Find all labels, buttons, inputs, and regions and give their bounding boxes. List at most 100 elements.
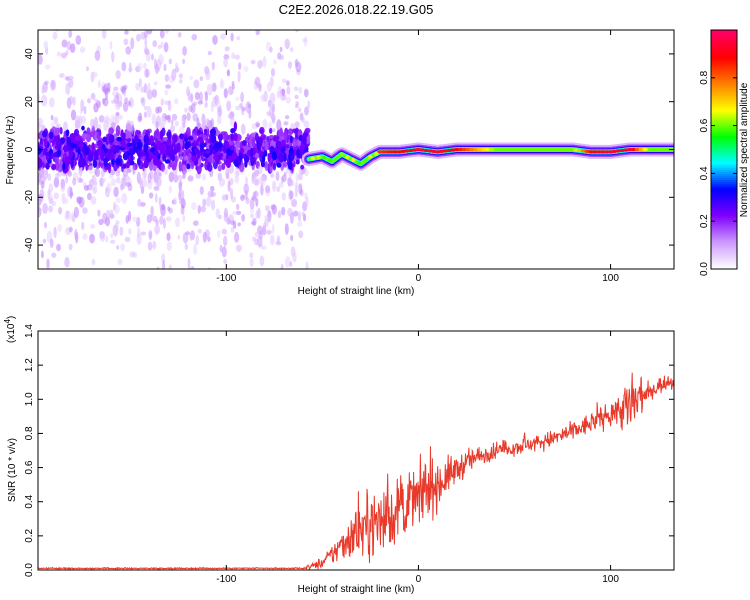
noise-cell (259, 255, 265, 267)
noise-cell (161, 118, 167, 125)
noise-cell (92, 177, 98, 189)
noise-cell (61, 39, 68, 48)
noise-cell (179, 155, 183, 161)
noise-cell (270, 68, 276, 77)
colorbar-step (711, 87, 737, 91)
noise-cell (65, 176, 69, 184)
noise-cell (207, 236, 211, 242)
colorbar-step (711, 59, 737, 63)
colorbar-step (711, 77, 737, 81)
noise-cell (110, 178, 117, 187)
noise-cell (126, 120, 132, 132)
noise-cell (117, 176, 121, 184)
colorbar-step (711, 187, 737, 190)
noise-cell (266, 229, 272, 235)
noise-core-cell (172, 134, 178, 143)
noise-core-cell (119, 140, 126, 145)
noise-cell (87, 192, 92, 201)
noise-core-cell (153, 150, 159, 156)
noise-cell (171, 68, 177, 81)
y-tick-label: 40 (24, 48, 35, 60)
noise-cell (53, 192, 59, 200)
noise-cell (241, 105, 245, 116)
noise-core-cell (55, 136, 60, 146)
noise-cell (221, 163, 226, 170)
noise-cell (73, 206, 79, 219)
colorbar-step (711, 73, 737, 77)
y-tick-label: 0.6 (24, 460, 35, 474)
noise-cell (156, 67, 160, 72)
noise-cell (89, 233, 95, 244)
snr-x-axis-label: Height of straight line (km) (298, 584, 415, 595)
colorbar-step (711, 245, 737, 248)
colorbar-step (711, 139, 737, 143)
noise-cell (217, 164, 222, 172)
noise-cell (125, 215, 129, 224)
noise-core-cell (161, 143, 168, 153)
noise-cell (200, 205, 207, 213)
noise-cell (59, 127, 63, 135)
noise-cell (110, 233, 114, 239)
noise-cell (75, 35, 82, 45)
noise-cell (121, 61, 127, 72)
noise-cell (201, 173, 207, 181)
noise-cell (163, 42, 169, 53)
noise-cell (301, 211, 305, 217)
noise-core-cell (84, 146, 89, 154)
spectrogram-x-ticks: -100 0 100 (216, 30, 619, 284)
noise-cell (120, 243, 125, 252)
noise-cell (57, 224, 62, 233)
noise-cell (46, 258, 50, 269)
noise-core-cell (290, 152, 295, 161)
noise-cell (158, 172, 162, 177)
noise-cell (51, 163, 57, 171)
noise-cell (264, 205, 270, 212)
x-tick-label: -100 (216, 273, 236, 284)
noise-cell (257, 207, 261, 219)
noise-cell (268, 106, 274, 119)
colorbar-step (711, 207, 737, 210)
noise-cell (53, 177, 60, 188)
y-tick-label: -20 (24, 190, 35, 205)
noise-cell (182, 58, 186, 64)
noise-cell (115, 70, 121, 79)
noise-core-cell (157, 140, 162, 151)
colorbar-step (711, 185, 737, 188)
colorbar-tick-label: 0.4 (699, 166, 710, 180)
noise-cell (224, 46, 230, 52)
noise-cell (234, 175, 240, 184)
colorbar-step (711, 211, 737, 214)
noise-core-cell (299, 148, 304, 154)
noise-cell (258, 230, 263, 240)
noise-cell (266, 82, 272, 92)
colorbar-step (711, 135, 737, 139)
noise-cell (211, 82, 217, 92)
colorbar-step (711, 159, 737, 163)
noise-cell (306, 136, 311, 145)
colorbar-step (711, 151, 737, 155)
noise-cell (174, 98, 179, 105)
noise-cell (249, 207, 254, 215)
noise-cell (206, 83, 213, 96)
noise-cell (68, 95, 74, 105)
noise-core-cell (217, 133, 224, 141)
signal-peak-cell (356, 160, 362, 165)
noise-cell (168, 171, 174, 183)
noise-cell (210, 118, 214, 130)
noise-cell (128, 228, 132, 235)
noise-cell (90, 196, 97, 205)
colorbar-step (711, 189, 737, 192)
colorbar-step (711, 81, 737, 85)
noise-cell (272, 162, 277, 171)
noise-cell (158, 196, 162, 207)
noise-core-cell (48, 131, 54, 140)
noise-cell (191, 202, 197, 211)
noise-cell (298, 107, 302, 112)
colorbar-step (711, 233, 737, 236)
noise-cell (249, 258, 254, 267)
noise-cell (282, 78, 287, 84)
noise-cell (94, 50, 101, 61)
noise-cell (72, 96, 76, 106)
noise-cell (127, 183, 133, 192)
noise-cell (130, 25, 135, 30)
